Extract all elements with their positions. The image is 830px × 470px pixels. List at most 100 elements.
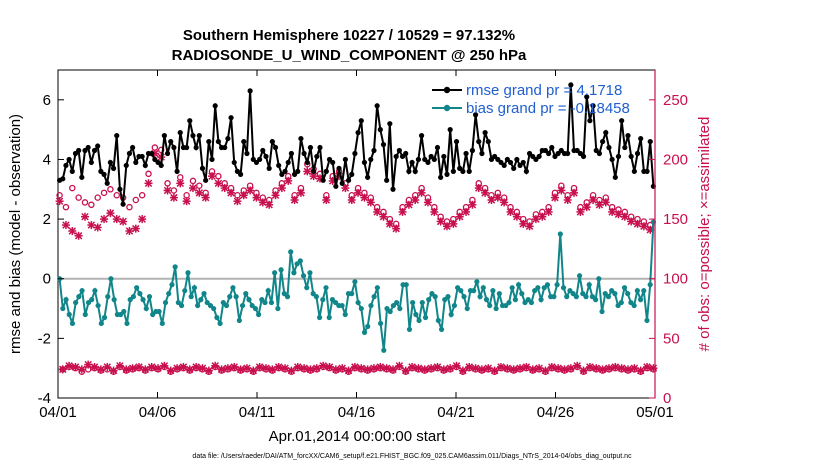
bias-point	[201, 291, 207, 297]
assimilated-obs-point	[338, 364, 347, 373]
rmse-point	[120, 201, 126, 207]
bias-point	[69, 320, 76, 327]
assimilated-obs-point	[227, 188, 236, 197]
possible-obs-point	[94, 194, 101, 201]
chart-subtitle: RADIOSONDE_U_WIND_COMPONENT @ 250 hPa	[172, 47, 527, 64]
bias-point	[410, 299, 416, 306]
assimilated-obs-point	[500, 198, 509, 207]
bias-point	[387, 308, 393, 315]
assimilated-obs-point	[185, 365, 194, 374]
assimilated-obs-point	[220, 184, 229, 193]
bias-point	[631, 302, 637, 309]
assimilated-obs-point	[182, 197, 191, 206]
assimilated-obs-point	[277, 184, 286, 193]
assimilated-obs-point	[404, 200, 413, 209]
rmse-point	[482, 130, 488, 136]
assimilated-obs-point	[287, 366, 296, 375]
rmse-point	[387, 121, 393, 127]
bias-point	[554, 282, 560, 288]
footnote: data file: /Users/raeder/DAI/ATM_forcXX/…	[192, 453, 632, 460]
assimilated-obs-point	[560, 365, 569, 374]
assimilated-obs-point	[471, 364, 480, 373]
possible-obs-point	[138, 191, 146, 199]
bias-point	[291, 270, 297, 276]
rmse-point	[371, 147, 377, 154]
bias-point	[557, 231, 563, 237]
bias-point	[477, 294, 483, 300]
assimilated-obs-point	[284, 176, 293, 185]
bias-point	[89, 297, 95, 303]
assimilated-obs-point	[516, 364, 525, 373]
y-tick-label: -4	[38, 390, 51, 407]
bias-point	[451, 302, 457, 309]
assimilated-obs-point	[401, 366, 410, 375]
assimilated-obs-point	[544, 207, 553, 216]
rmse-point	[514, 156, 520, 163]
rmse-point	[587, 118, 593, 124]
rmse-point	[549, 144, 555, 151]
bias-point	[358, 305, 364, 312]
axes-layer: 04/01 04/06 04/11 04/16 04/21 04/26 05/01 -4 -2 0…	[38, 70, 688, 421]
assimilated-obs-point	[538, 212, 547, 221]
assimilated-obs-point	[627, 217, 636, 226]
possible-obs-point	[189, 177, 197, 185]
assimilated-obs-point	[246, 186, 255, 195]
assimilated-obs-point	[141, 365, 150, 374]
assimilated-obs-point	[258, 198, 267, 207]
rmse-point	[511, 165, 517, 171]
bias-point	[365, 323, 371, 330]
possible-obs-point	[62, 203, 70, 211]
bias-point	[146, 294, 153, 300]
rmse-point	[615, 153, 622, 160]
rmse-point	[91, 147, 98, 154]
rmse-point	[314, 153, 320, 160]
assimilated-obs-point	[585, 362, 594, 371]
assimilated-obs-point	[122, 365, 131, 374]
assimilated-obs-point	[204, 366, 213, 375]
assimilated-obs-point	[455, 212, 464, 221]
assimilated-obs-point	[239, 191, 248, 200]
series-layer	[55, 82, 658, 376]
assimilated-obs-point	[608, 207, 617, 216]
assimilated-obs-point	[61, 221, 70, 230]
rmse-point	[190, 133, 196, 139]
bias-point	[435, 317, 441, 324]
assimilated-obs-point	[179, 362, 188, 371]
rmse-point	[66, 156, 72, 163]
bias-point	[256, 311, 262, 318]
rmse-point	[438, 174, 444, 180]
rmse-point	[212, 103, 218, 109]
assimilated-obs-point	[211, 361, 220, 370]
rmse-point	[393, 153, 399, 160]
assimilated-obs-point	[119, 217, 128, 226]
bias-point	[583, 294, 589, 300]
rmse-point	[507, 159, 514, 166]
bias-point	[130, 294, 137, 300]
rmse-point	[307, 144, 314, 151]
bias-point	[239, 302, 246, 309]
rmse-point	[390, 186, 396, 192]
assimilated-obs-point	[281, 364, 290, 373]
bias-point	[374, 285, 380, 291]
bias-point	[223, 302, 230, 309]
rmse-point	[60, 176, 66, 182]
y-axis-label-left: rmse and bias (model - observation)	[7, 114, 24, 354]
assimilated-obs-point	[106, 209, 115, 218]
bias-point	[166, 291, 172, 297]
bias-point	[458, 288, 464, 294]
rmse-point	[355, 130, 361, 136]
y-tick-label: 4	[43, 151, 51, 168]
bias-point	[297, 258, 303, 264]
assimilated-obs-point	[620, 212, 629, 221]
bias-point	[230, 285, 236, 291]
rmse-point	[609, 156, 615, 163]
assimilated-obs-point	[176, 179, 185, 188]
assimilated-obs-point	[255, 362, 264, 371]
rmse-point	[479, 150, 485, 157]
bias-point	[352, 279, 358, 285]
assimilated-obs-point	[496, 362, 505, 371]
bias-point	[625, 291, 631, 297]
rmse-point	[434, 144, 441, 151]
x-tick-label: 04/06	[139, 404, 177, 421]
rmse-point	[622, 144, 628, 151]
